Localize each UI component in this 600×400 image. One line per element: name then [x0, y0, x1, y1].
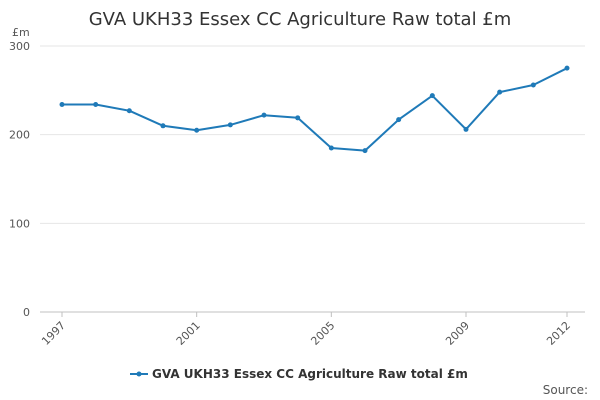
data-point[interactable]	[497, 89, 503, 95]
x-tick-label: 2005	[308, 319, 337, 348]
legend[interactable]: GVA UKH33 Essex CC Agriculture Raw total…	[130, 367, 468, 381]
data-point[interactable]	[362, 148, 368, 154]
data-point[interactable]	[564, 65, 570, 71]
legend-series-swatch-marker	[136, 371, 142, 377]
data-point[interactable]	[59, 102, 65, 108]
data-point[interactable]	[328, 145, 334, 151]
data-point[interactable]	[126, 108, 132, 114]
y-axis-tick-labels: 0 100 200 300	[9, 40, 30, 319]
chart-title: GVA UKH33 Essex CC Agriculture Raw total…	[89, 9, 512, 30]
data-point[interactable]	[93, 102, 99, 108]
series-line	[62, 67, 568, 152]
data-point[interactable]	[261, 112, 267, 118]
data-point[interactable]	[463, 126, 469, 132]
x-tick-label: 2001	[174, 319, 203, 348]
x-tick-label: 2009	[443, 319, 472, 348]
legend-series-label: GVA UKH33 Essex CC Agriculture Raw total…	[152, 367, 468, 381]
y-axis-unit-label: £m	[12, 26, 30, 39]
y-tick-label: 200	[9, 129, 30, 142]
source-label: Source:	[543, 383, 588, 397]
data-point[interactable]	[227, 122, 233, 128]
data-point[interactable]	[194, 127, 200, 133]
x-axis-tick-labels: 1997 2001 2005 2009 2012	[39, 319, 573, 348]
data-point[interactable]	[429, 93, 435, 99]
series-layer	[59, 65, 570, 154]
data-point[interactable]	[396, 117, 402, 123]
x-tick-label: 2012	[544, 319, 573, 348]
y-tick-label: 0	[23, 306, 30, 319]
data-point[interactable]	[295, 115, 301, 121]
data-point[interactable]	[160, 123, 166, 129]
data-point[interactable]	[530, 82, 536, 88]
y-tick-label: 300	[9, 40, 30, 53]
gridlines	[40, 45, 585, 224]
x-tick-label: 1997	[39, 319, 68, 348]
y-tick-label: 100	[9, 217, 30, 230]
axes	[40, 311, 585, 317]
